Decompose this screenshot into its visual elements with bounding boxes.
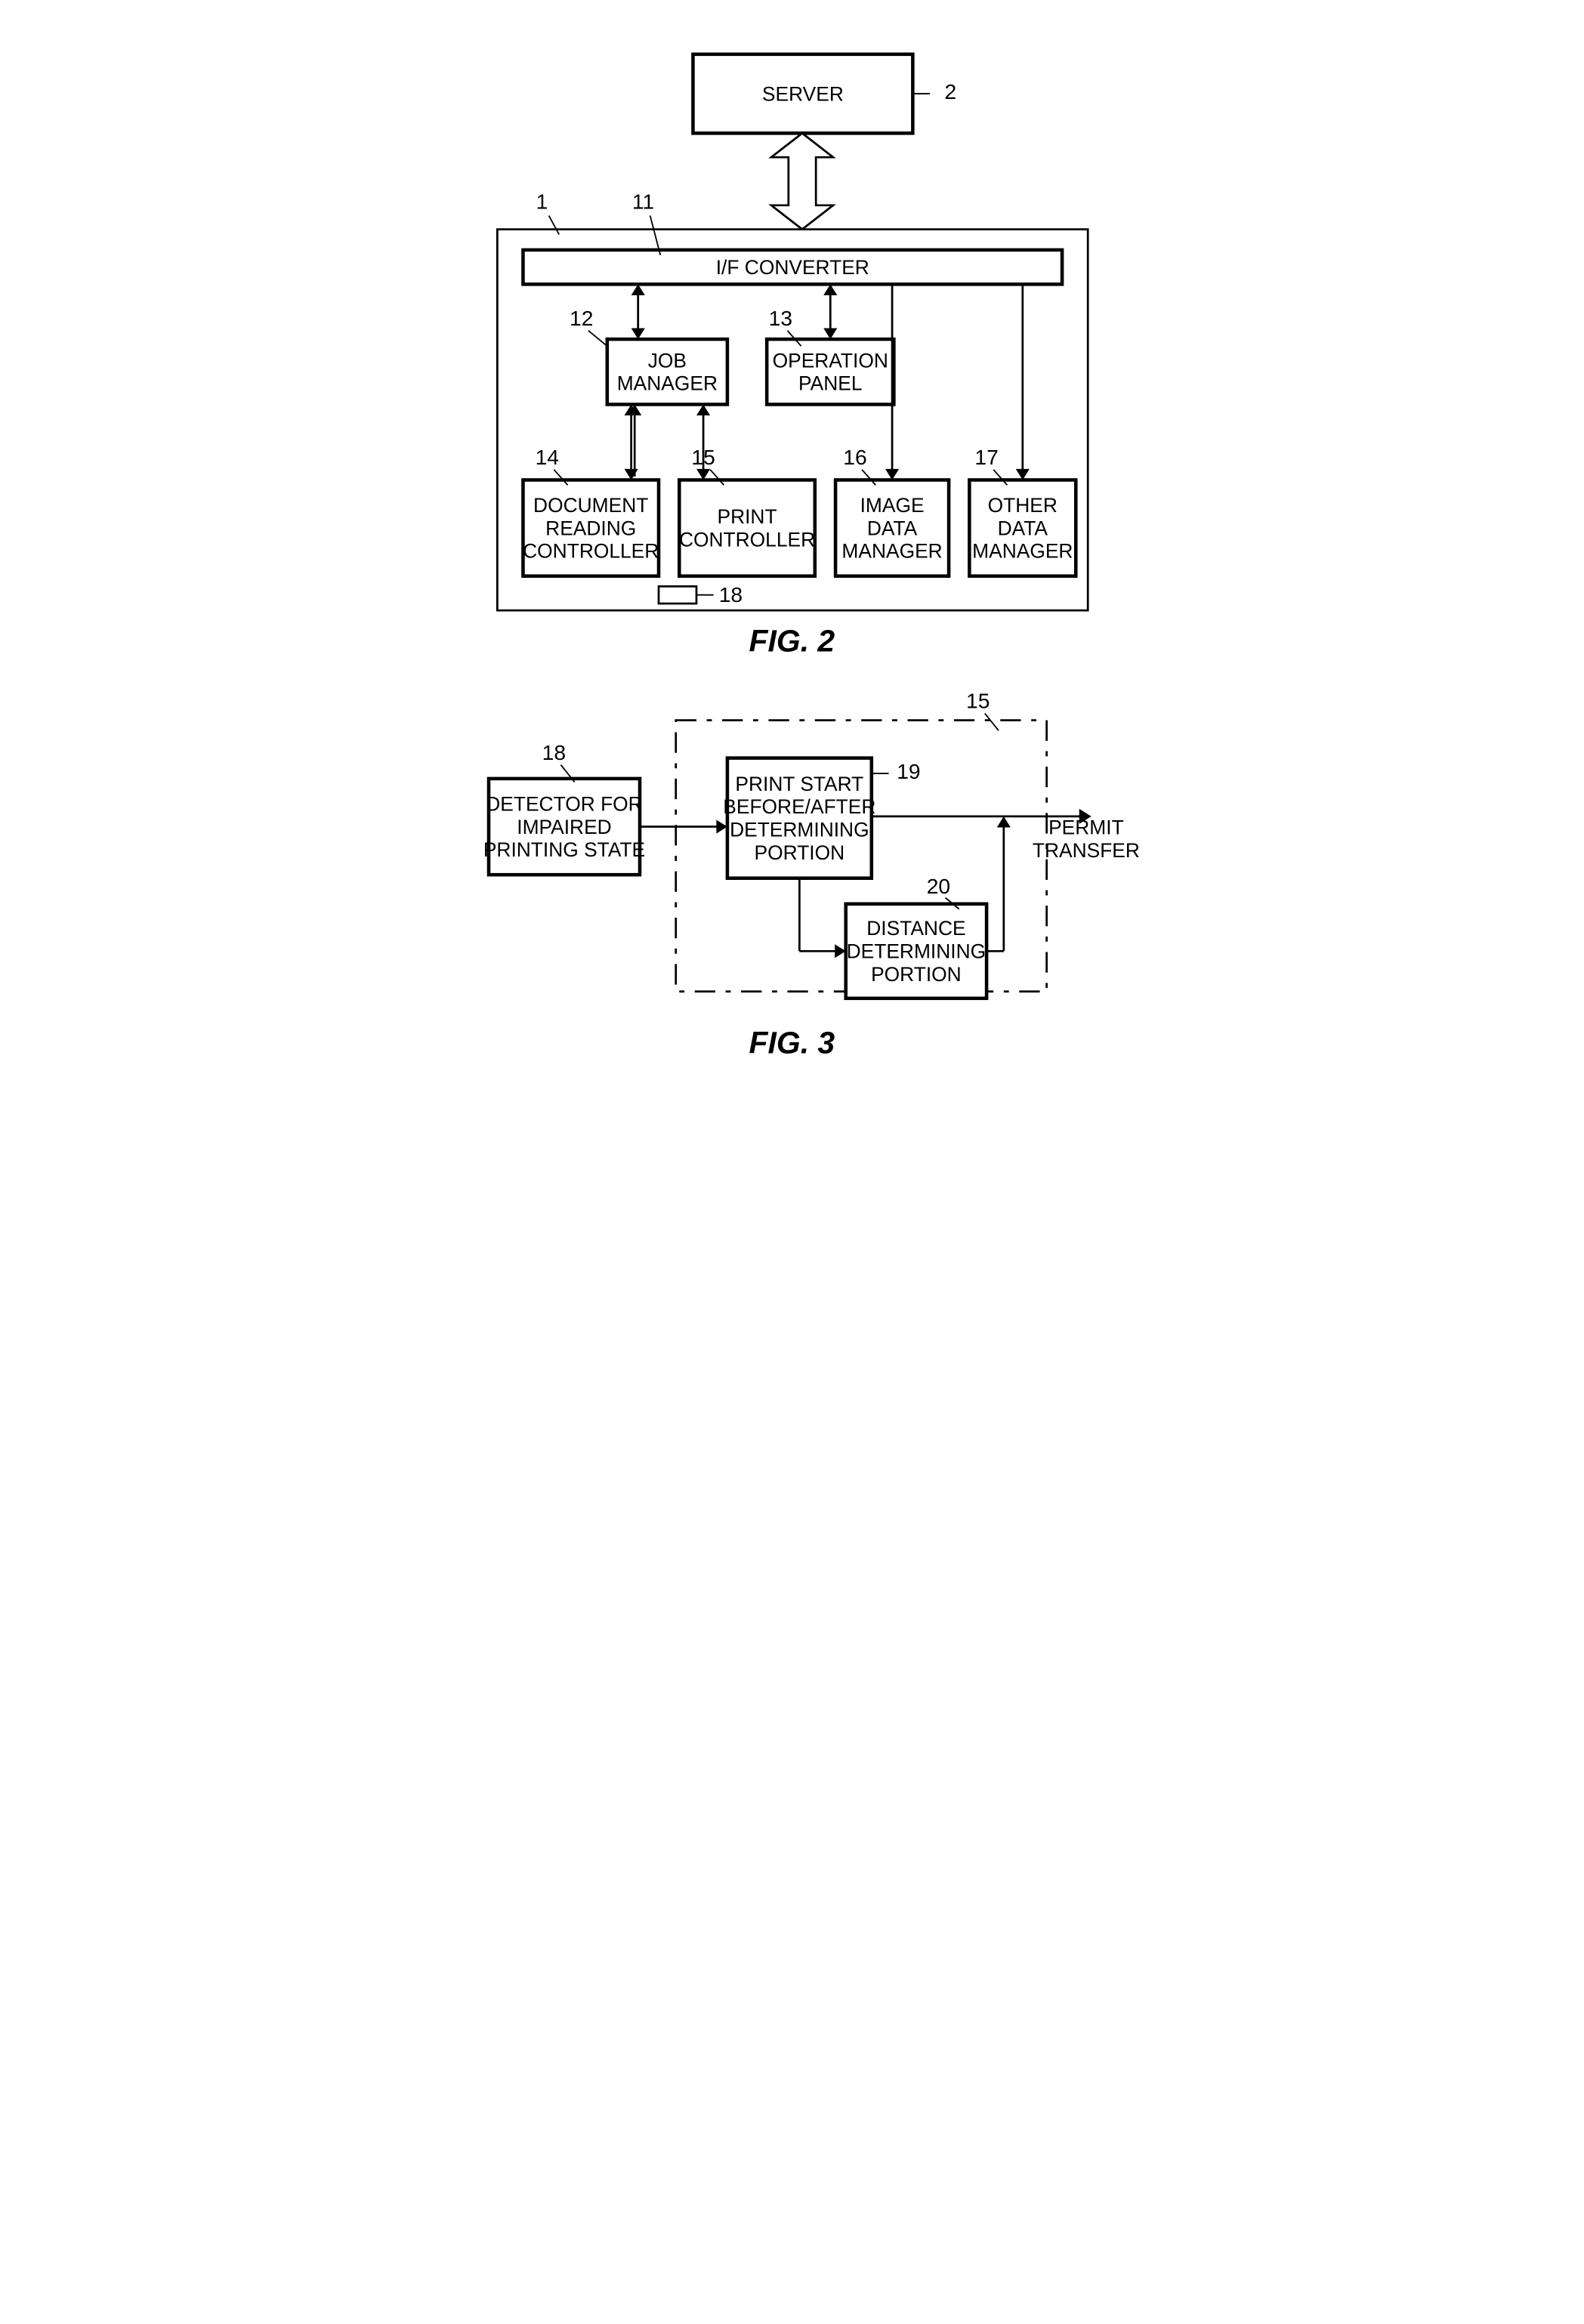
svg-text:CONTROLLER: CONTROLLER [679, 528, 815, 551]
svg-text:DOCUMENT: DOCUMENT [533, 494, 648, 517]
svg-text:PRINT START: PRINT START [735, 773, 863, 795]
svg-text:2: 2 [944, 79, 956, 103]
svg-text:DATA: DATA [867, 517, 918, 539]
svg-text:PRINT: PRINT [717, 505, 777, 528]
svg-text:FIG. 2: FIG. 2 [749, 624, 835, 659]
svg-text:DETERMINING: DETERMINING [730, 819, 869, 841]
svg-text:DISTANCE: DISTANCE [866, 917, 965, 940]
svg-text:PERMIT: PERMIT [1048, 816, 1124, 839]
svg-text:18: 18 [719, 582, 743, 606]
svg-text:15: 15 [966, 689, 990, 713]
svg-text:PANEL: PANEL [798, 372, 862, 395]
svg-text:DETERMINING: DETERMINING [847, 940, 987, 963]
svg-text:SERVER: SERVER [762, 82, 844, 105]
svg-text:12: 12 [570, 306, 593, 330]
svg-text:17: 17 [974, 445, 998, 469]
svg-text:16: 16 [843, 445, 866, 469]
svg-text:BEFORE/AFTER: BEFORE/AFTER [723, 795, 875, 818]
svg-text:IMPAIRED: IMPAIRED [517, 816, 611, 838]
svg-text:1: 1 [536, 189, 548, 213]
svg-text:18: 18 [542, 740, 566, 764]
svg-text:PRINTING STATE: PRINTING STATE [483, 838, 645, 861]
svg-text:13: 13 [769, 306, 792, 330]
diagram-svg: SERVER21I/F CONVERTER11JOBMANAGER12OPERA… [432, 30, 1152, 1087]
svg-text:MANAGER: MANAGER [841, 540, 942, 563]
svg-text:PORTION: PORTION [754, 841, 844, 864]
svg-text:CONTROLLER: CONTROLLER [523, 540, 659, 563]
svg-text:TRANSFER: TRANSFER [1033, 839, 1140, 862]
svg-text:IMAGE: IMAGE [860, 494, 925, 517]
svg-text:OTHER: OTHER [988, 494, 1058, 517]
svg-text:I/F CONVERTER: I/F CONVERTER [716, 256, 869, 279]
svg-text:PORTION: PORTION [871, 963, 962, 986]
svg-text:DATA: DATA [998, 517, 1048, 539]
svg-text:DETECTOR FOR: DETECTOR FOR [486, 792, 642, 815]
svg-text:READING: READING [545, 517, 636, 539]
svg-text:MANAGER: MANAGER [972, 540, 1073, 563]
svg-text:JOB: JOB [648, 349, 687, 372]
svg-text:14: 14 [536, 445, 559, 469]
svg-text:MANAGER: MANAGER [617, 372, 718, 395]
svg-text:19: 19 [897, 759, 920, 783]
svg-text:20: 20 [927, 874, 950, 898]
svg-text:OPERATION: OPERATION [773, 349, 888, 372]
svg-text:11: 11 [632, 189, 654, 213]
svg-text:FIG. 3: FIG. 3 [749, 1026, 835, 1060]
